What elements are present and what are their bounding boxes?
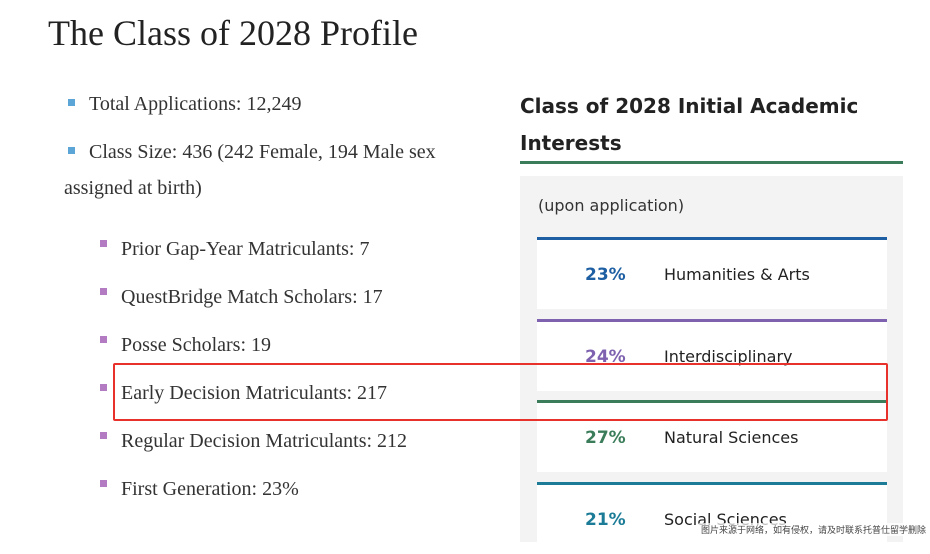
stat-first-generation-text: First Generation: 23% [121,478,299,500]
stat-gap-year: Prior Gap-Year Matriculants: 7 [100,231,500,279]
interest-percent: 24% [585,347,626,367]
stat-posse: Posse Scholars: 19 [100,327,500,375]
stat-gap-year-text: Prior Gap-Year Matriculants: 7 [121,238,370,260]
page-title: The Class of 2028 Profile [48,13,418,53]
square-bullet-icon [100,336,107,343]
square-bullet-icon [100,384,107,391]
admissions-stats-list: Total Applications: 12,249 Class Size: 4… [64,86,504,206]
stat-first-generation: First Generation: 23% [100,471,500,519]
interest-card-social-sciences: 21% Social Sciences [537,482,887,554]
stat-regular-decision: Regular Decision Matriculants: 212 [100,423,500,471]
interest-card-natural-sciences: 27% Natural Sciences [537,400,887,472]
stat-posse-text: Posse Scholars: 19 [121,334,271,356]
square-bullet-icon [100,480,107,487]
stat-early-decision: Early Decision Matriculants: 217 [100,375,500,423]
square-bullet-icon [100,240,107,247]
stat-class-size-text: Class Size: 436 (242 Female, 194 Male se… [64,141,436,199]
square-bullet-icon [68,99,75,106]
watermark-text: 图片来源于网络，如有侵权，请及时联系托普仕留学删除 [698,523,928,536]
heading-divider [520,161,903,164]
class-breakdown-list: Prior Gap-Year Matriculants: 7 QuestBrid… [100,231,500,519]
interest-label: Natural Sciences [664,428,799,447]
interest-card-interdisciplinary: 24% Interdisciplinary [537,319,887,391]
academic-interests-panel: (upon application) 23% Humanities & Arts… [520,176,903,554]
stat-total-applications: Total Applications: 12,249 [64,86,504,122]
interest-card-humanities: 23% Humanities & Arts [537,237,887,309]
stat-class-size: Class Size: 436 (242 Female, 194 Male se… [64,134,504,206]
academic-interests-heading: Class of 2028 Initial Academic Interests [520,94,859,155]
interest-label: Interdisciplinary [664,347,793,366]
interest-label: Humanities & Arts [664,265,810,284]
interest-percent: 27% [585,428,626,448]
stat-questbridge-text: QuestBridge Match Scholars: 17 [121,286,383,308]
square-bullet-icon [100,288,107,295]
interest-percent: 21% [585,510,626,530]
interest-percent: 23% [585,265,626,285]
panel-note: (upon application) [538,196,685,215]
square-bullet-icon [68,147,75,154]
stat-early-decision-text: Early Decision Matriculants: 217 [121,382,388,404]
stat-regular-decision-text: Regular Decision Matriculants: 212 [121,430,408,452]
square-bullet-icon [100,432,107,439]
stat-total-applications-text: Total Applications: 12,249 [89,93,302,115]
stat-questbridge: QuestBridge Match Scholars: 17 [100,279,500,327]
